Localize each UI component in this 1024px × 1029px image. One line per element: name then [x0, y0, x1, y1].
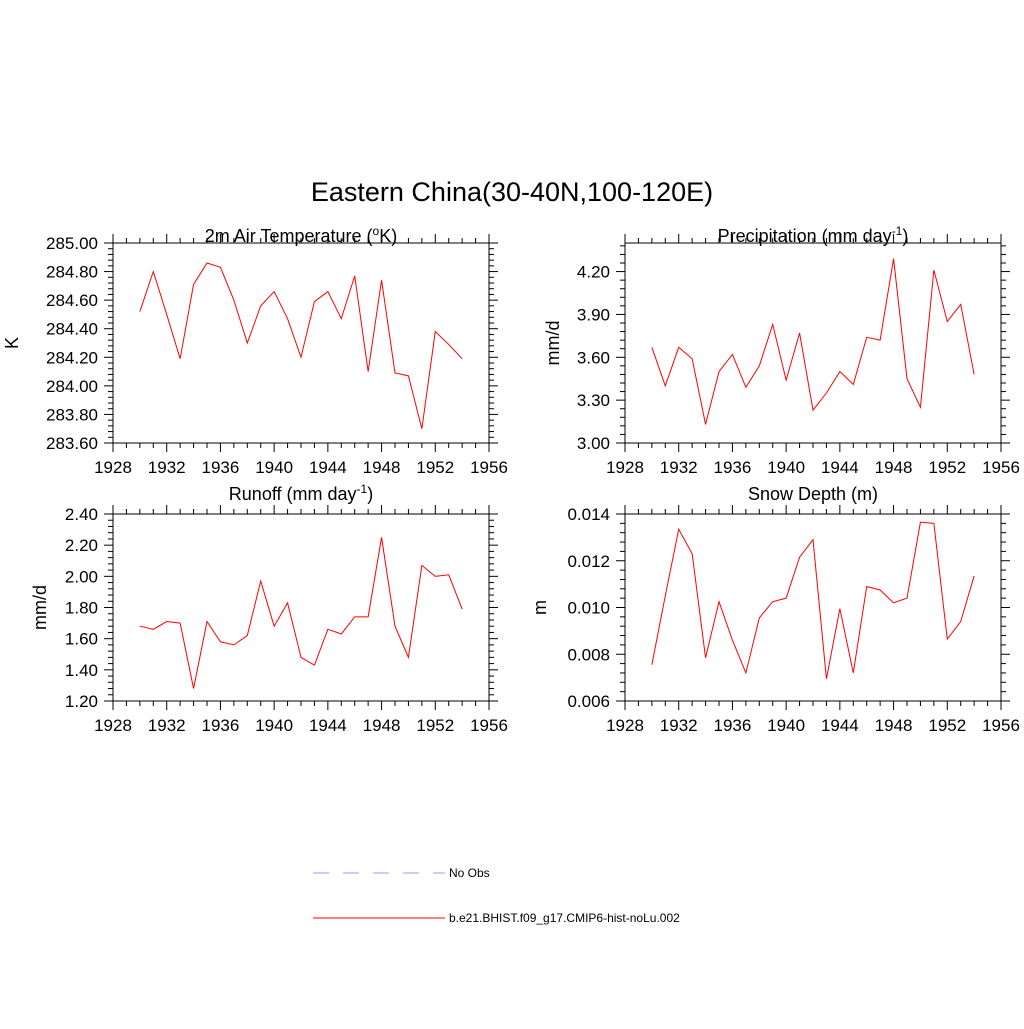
y-tick-label: 4.20	[577, 263, 610, 282]
y-tick-label: 1.20	[65, 692, 98, 711]
y-tick-label: 3.60	[577, 348, 610, 367]
x-tick-label: 1952	[416, 458, 454, 477]
y-axis-label: m	[530, 600, 550, 615]
panel-title: Precipitation (mm day-1)	[718, 224, 909, 246]
x-tick-label: 1944	[821, 458, 859, 477]
y-tick-label: 3.00	[577, 434, 610, 453]
y-axis-label: mm/d	[543, 321, 563, 366]
x-tick-label: 1944	[309, 716, 347, 735]
y-tick-label: 2.40	[65, 505, 98, 524]
legend-label-2: b.e21.BHIST.f09_g17.CMIP6-hist-noLu.002	[449, 911, 680, 925]
y-tick-label: 283.60	[46, 434, 98, 453]
y-tick-label: 1.80	[65, 599, 98, 618]
x-tick-label: 1936	[202, 458, 240, 477]
panel-3: 1928 1932 1936 1940 1944 1948 1952 1956 1.20 1.40…	[30, 482, 508, 735]
x-tick-label: 1948	[875, 458, 913, 477]
y-tick-label: 284.40	[46, 320, 98, 339]
panel-title: Runoff (mm day-1)	[229, 482, 373, 504]
panel-1: 1928 1932 1936 1940 1944 1948 1952 1956 283.60 28…	[2, 224, 508, 477]
series-line	[139, 537, 463, 689]
x-tick-label: 1928	[94, 458, 132, 477]
y-tick-label: 0.010	[567, 599, 610, 618]
figure-title: Eastern China(30-40N,100-120E)	[311, 177, 713, 207]
x-tick-label: 1936	[714, 716, 752, 735]
series-line	[651, 521, 975, 679]
x-tick-label: 1948	[363, 716, 401, 735]
x-tick-label: 1932	[660, 458, 698, 477]
series-line	[651, 258, 975, 425]
panels: 1928 1932 1936 1940 1944 1948 1952 1956 283.60 28…	[2, 224, 1020, 735]
x-tick-label: 1944	[309, 458, 347, 477]
y-tick-label: 0.006	[567, 692, 610, 711]
x-tick-label: 1952	[928, 458, 966, 477]
x-tick-label: 1956	[470, 716, 508, 735]
x-tick-label: 1956	[470, 458, 508, 477]
y-axis-label: K	[2, 337, 22, 349]
plot-frame	[112, 242, 490, 444]
x-tick-label: 1940	[767, 458, 805, 477]
x-tick-label: 1928	[606, 716, 644, 735]
x-tick-label: 1928	[606, 458, 644, 477]
y-tick-label: 3.90	[577, 305, 610, 324]
panel-4: 1928 1932 1936 1940 1944 1948 1952 1956 0.006 0.0…	[530, 484, 1020, 735]
y-axis-label: mm/d	[30, 585, 50, 630]
x-tick-label: 1928	[94, 716, 132, 735]
x-tick-label: 1932	[148, 716, 186, 735]
y-tick-label: 283.80	[46, 405, 98, 424]
panel-title: 2m Air Temperature (oK)	[205, 224, 397, 246]
x-tick-label: 1956	[982, 716, 1020, 735]
panel-title: Snow Depth (m)	[748, 484, 878, 504]
x-tick-label: 1936	[714, 458, 752, 477]
x-tick-label: 1948	[363, 458, 401, 477]
y-tick-label: 285.00	[46, 234, 98, 253]
y-tick-label: 284.80	[46, 263, 98, 282]
x-tick-label: 1956	[982, 458, 1020, 477]
x-tick-label: 1932	[148, 458, 186, 477]
x-tick-label: 1940	[767, 716, 805, 735]
y-tick-label: 2.00	[65, 567, 98, 586]
plot-frame	[624, 242, 1002, 444]
x-tick-label: 1944	[821, 716, 859, 735]
y-tick-label: 0.014	[567, 505, 610, 524]
y-tick-label: 1.60	[65, 630, 98, 649]
plot-frame	[112, 513, 490, 702]
y-tick-label: 284.20	[46, 348, 98, 367]
y-tick-label: 0.008	[567, 645, 610, 664]
x-tick-label: 1940	[255, 716, 293, 735]
x-tick-label: 1932	[660, 716, 698, 735]
y-tick-label: 284.60	[46, 291, 98, 310]
y-tick-label: 1.40	[65, 661, 98, 680]
x-tick-label: 1952	[928, 716, 966, 735]
y-tick-label: 0.012	[567, 552, 610, 571]
y-tick-label: 3.30	[577, 391, 610, 410]
series-line	[139, 262, 463, 429]
x-tick-label: 1940	[255, 458, 293, 477]
legend-label-1: No Obs	[449, 866, 490, 880]
panel-2: 1928 1932 1936 1940 1944 1948 1952 1956 3.00 3.30…	[543, 224, 1020, 477]
y-tick-label: 284.00	[46, 377, 98, 396]
y-tick-label: 2.20	[65, 536, 98, 555]
x-tick-label: 1936	[202, 716, 240, 735]
x-tick-label: 1952	[416, 716, 454, 735]
legend: No Obs b.e21.BHIST.f09_g17.CMIP6-hist-noL…	[313, 866, 680, 925]
x-tick-label: 1948	[875, 716, 913, 735]
